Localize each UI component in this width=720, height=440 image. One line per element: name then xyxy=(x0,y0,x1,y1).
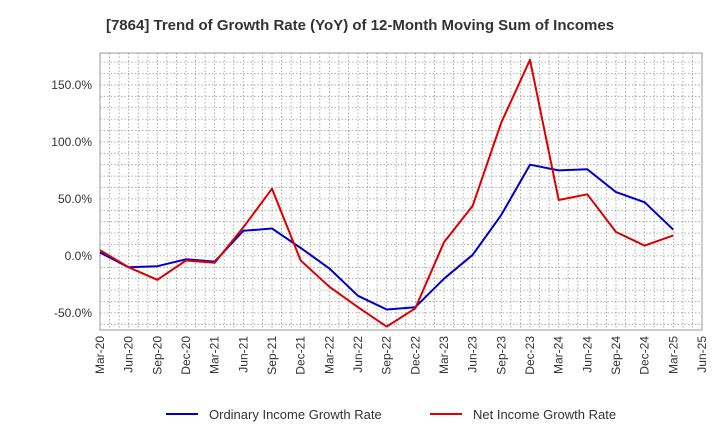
y-tick-label: -50.0% xyxy=(54,306,92,320)
x-tick-label: Mar-23 xyxy=(437,336,451,374)
x-tick-label: Sep-21 xyxy=(265,336,279,375)
y-tick-label: 100.0% xyxy=(51,135,92,149)
series-lines xyxy=(99,58,674,328)
x-tick-label: Dec-21 xyxy=(294,336,308,375)
y-axis-tick-labels: -50.0% 0.0% 50.0% 100.0% 150.0% xyxy=(51,78,92,320)
chart-title: [7864] Trend of Growth Rate (YoY) of 12-… xyxy=(106,17,614,34)
legend-label: Net Income Growth Rate xyxy=(473,407,616,422)
x-tick-label: Mar-25 xyxy=(666,336,680,374)
series-line-2 xyxy=(99,58,674,328)
y-tick-label: 50.0% xyxy=(58,192,92,206)
x-tick-label: Mar-24 xyxy=(552,336,566,374)
x-tick-label: Dec-22 xyxy=(408,336,422,375)
y-tick-label: 0.0% xyxy=(65,249,93,263)
x-axis-tick-labels: Mar-20 Jun-20 Sep-20 Dec-20 Mar-21 Jun-21 Sep-… xyxy=(93,336,709,375)
x-tick-label: Jun-22 xyxy=(351,336,365,373)
x-tick-label: Mar-20 xyxy=(93,336,107,374)
series-line-1 xyxy=(99,163,674,311)
x-tick-label: Dec-24 xyxy=(638,336,652,375)
x-tick-label: Jun-20 xyxy=(122,336,136,373)
legend: Ordinary Income Growth Rate Net Income Gr… xyxy=(166,407,616,422)
x-tick-label: Sep-23 xyxy=(494,336,508,375)
x-tick-label: Dec-23 xyxy=(523,336,537,375)
legend-label: Ordinary Income Growth Rate xyxy=(209,407,382,422)
grid-lines xyxy=(100,53,702,330)
x-tick-label: Sep-24 xyxy=(609,336,623,375)
x-tick-label: Sep-20 xyxy=(150,336,164,375)
x-tick-label: Mar-21 xyxy=(208,336,222,374)
x-tick-label: Jun-23 xyxy=(466,336,480,373)
plot-area-border xyxy=(99,52,703,331)
x-tick-label: Jun-25 xyxy=(695,336,709,373)
x-tick-label: Jun-24 xyxy=(580,336,594,373)
y-tick-label: 150.0% xyxy=(51,78,92,92)
x-tick-label: Mar-22 xyxy=(322,336,336,374)
x-tick-label: Sep-22 xyxy=(380,336,394,375)
x-tick-label: Jun-21 xyxy=(236,336,250,373)
x-tick-label: Dec-20 xyxy=(179,336,193,375)
